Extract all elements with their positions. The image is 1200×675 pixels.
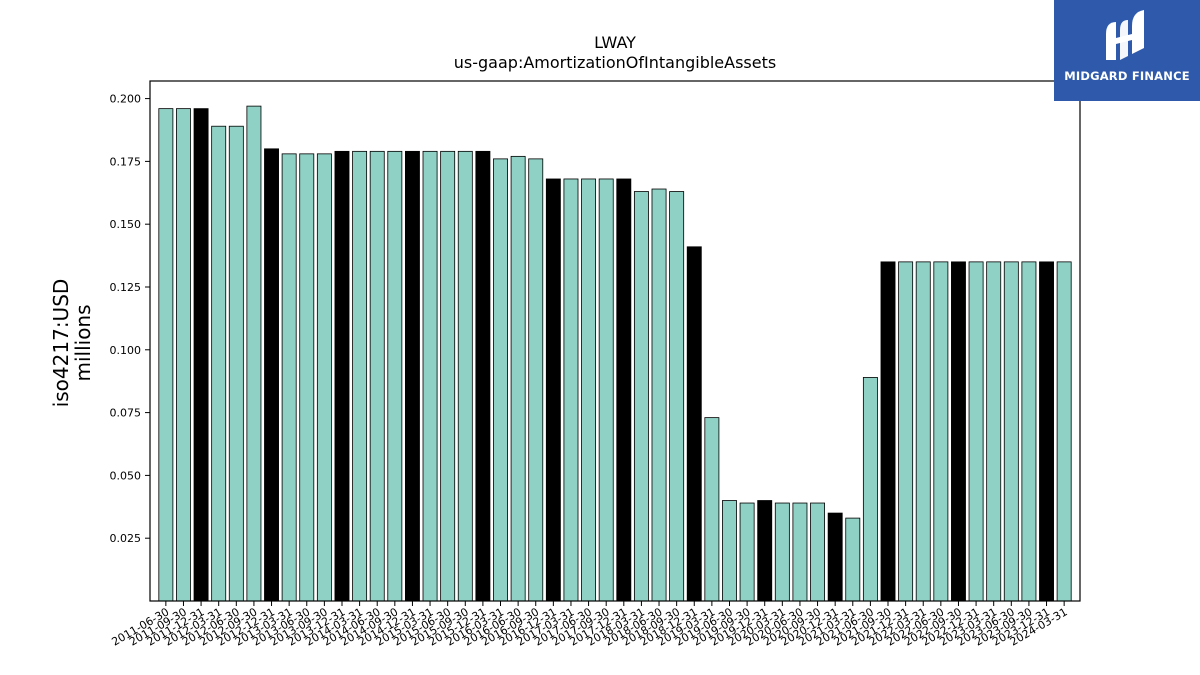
bar-2024-03-31 — [1056, 261, 1072, 602]
brand-name: MIDGARD FINANCE — [1064, 69, 1190, 83]
bar-2018-06-30 — [651, 188, 667, 602]
bar-2019-06-30 — [722, 500, 737, 602]
bar-series — [158, 105, 1072, 602]
bar-2019-12-31 — [757, 500, 773, 602]
bar-2021-03-31 — [845, 517, 861, 602]
y-tick-label: 0.050 — [110, 469, 142, 482]
bar-2019-09-30 — [739, 502, 755, 602]
bar-2012-03-31 — [211, 125, 227, 602]
y-tick-label: 0.075 — [110, 407, 142, 420]
chart-title: LWAY — [594, 33, 636, 52]
bar-2015-12-31 — [475, 150, 491, 602]
bar-2017-09-30 — [598, 178, 614, 602]
bar-2018-09-30 — [669, 191, 685, 602]
bar-2015-03-31 — [422, 150, 438, 602]
midgard-logo-icon — [1106, 10, 1144, 60]
bar-2012-12-31 — [264, 148, 279, 602]
bar-2018-12-31 — [686, 246, 702, 602]
bar-2016-06-30 — [510, 155, 526, 602]
bar-2019-03-31 — [704, 417, 720, 602]
bar-2015-06-30 — [440, 150, 456, 602]
bar-2013-03-31 — [281, 153, 297, 602]
bar-2014-06-30 — [369, 150, 385, 602]
y-tick-label: 0.100 — [110, 344, 142, 357]
bar-2013-12-31 — [334, 150, 350, 602]
bar-2023-03-31 — [986, 261, 1002, 602]
bar-2021-06-30 — [862, 377, 878, 602]
y-tick-label: 0.200 — [110, 93, 142, 106]
bar-2013-09-30 — [316, 153, 332, 602]
bar-2022-03-31 — [915, 261, 931, 602]
bar-2014-03-31 — [352, 150, 368, 602]
chart-subtitle: us-gaap:AmortizationOfIntangibleAssets — [454, 53, 776, 72]
bar-2020-06-30 — [792, 502, 808, 602]
y-tick-label: 0.175 — [110, 155, 142, 168]
bar-2023-06-30 — [1003, 261, 1019, 602]
bar-2016-03-31 — [493, 158, 508, 602]
bar-2018-03-31 — [633, 191, 649, 602]
y-axis-label-unit: iso4217:USD — [49, 279, 73, 408]
bar-2020-09-30 — [810, 502, 826, 602]
plot-frame — [149, 80, 1081, 602]
y-tick-label: 0.025 — [110, 532, 142, 545]
bar-2021-09-30 — [880, 261, 896, 602]
bar-2022-12-31 — [968, 261, 984, 602]
bar-2012-06-30 — [228, 125, 244, 602]
y-axis: 0.025 0.050 0.075 0.100 0.125 0.150 0.175 0.200 — [110, 93, 150, 545]
bar-2017-06-30 — [581, 178, 597, 602]
bar-2013-06-30 — [299, 153, 315, 602]
bar-2023-09-30 — [1021, 261, 1037, 602]
bar-2014-09-30 — [387, 150, 403, 602]
bar-2011-06-30 — [158, 108, 174, 602]
bar-2017-03-31 — [563, 178, 579, 602]
bar-2022-09-30 — [951, 261, 966, 602]
bar-2022-06-30 — [933, 261, 949, 602]
y-tick-label: 0.125 — [110, 281, 142, 294]
bar-2020-03-31 — [774, 502, 790, 602]
x-axis: 2011-06-302011-09-302011-12-312012-03-31… — [109, 601, 1070, 649]
bar-2016-12-31 — [545, 178, 561, 602]
bar-2017-12-31 — [616, 178, 632, 602]
brand-logo: MIDGARD FINANCE — [1054, 0, 1200, 101]
bar-2012-09-30 — [246, 105, 262, 602]
bar-2020-12-31 — [827, 512, 843, 602]
bar-2011-12-31 — [193, 108, 209, 602]
y-axis-label-scale: millions — [71, 304, 95, 381]
bar-2015-09-30 — [457, 150, 473, 602]
bar-2011-09-30 — [176, 108, 191, 602]
bar-2021-12-31 — [898, 261, 914, 602]
bar-2014-12-31 — [404, 150, 420, 602]
bar-2023-12-31 — [1039, 261, 1054, 602]
y-tick-label: 0.150 — [110, 218, 142, 231]
bar-2016-09-30 — [528, 158, 544, 602]
